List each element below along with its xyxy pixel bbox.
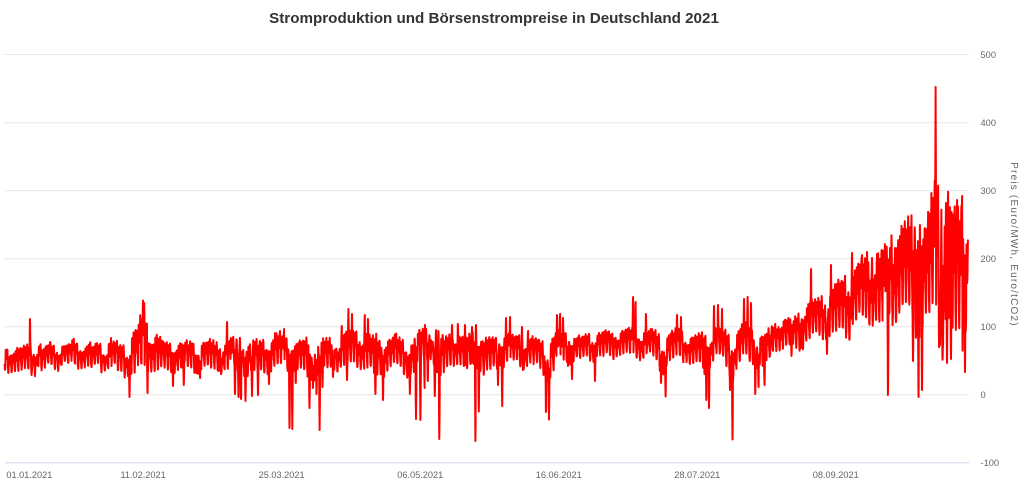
svg-text:11.02.2021: 11.02.2021 — [120, 470, 165, 480]
svg-text:Stromproduktion und Börsenstro: Stromproduktion und Börsenstrompreise in… — [269, 10, 719, 27]
svg-text:01.01.2021: 01.01.2021 — [6, 470, 52, 480]
svg-text:100: 100 — [981, 322, 997, 332]
svg-text:06.05.2021: 06.05.2021 — [397, 470, 443, 480]
svg-text:500: 500 — [981, 50, 997, 60]
svg-text:Preis (Euro/MWh, Euro/tCO2): Preis (Euro/MWh, Euro/tCO2) — [1008, 162, 1019, 327]
svg-text:200: 200 — [981, 254, 997, 264]
svg-text:08.09.2021: 08.09.2021 — [813, 470, 859, 480]
svg-text:16.06.2021: 16.06.2021 — [536, 470, 582, 480]
svg-text:300: 300 — [981, 186, 997, 196]
svg-text:28.07.2021: 28.07.2021 — [674, 470, 720, 480]
svg-text:0: 0 — [981, 390, 986, 400]
svg-text:25.03.2021: 25.03.2021 — [259, 470, 305, 480]
svg-text:400: 400 — [981, 118, 997, 128]
svg-text:-100: -100 — [981, 458, 1000, 468]
